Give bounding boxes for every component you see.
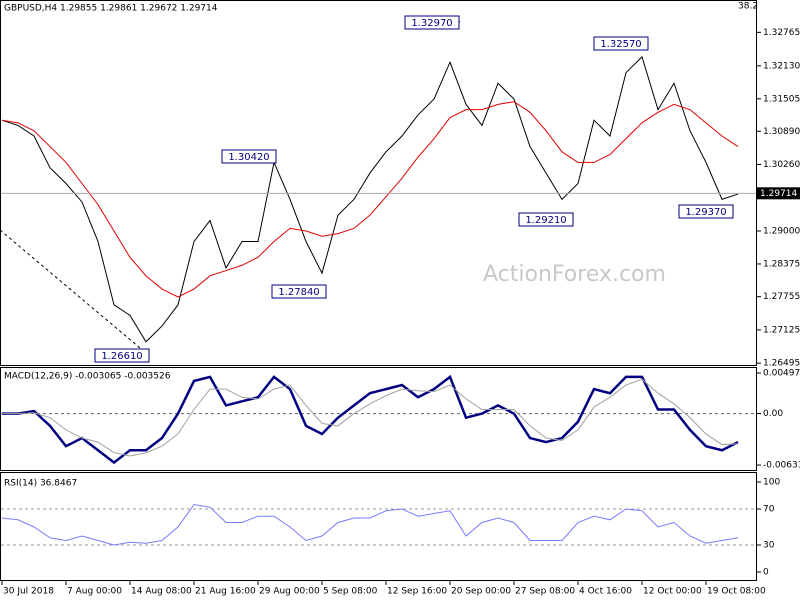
series-line xyxy=(2,374,739,465)
x-tick-label: 5 Sep 08:00 xyxy=(323,587,378,597)
y-tick-label: -0.006311 xyxy=(763,461,800,471)
annotation-box xyxy=(221,149,277,164)
trend-line xyxy=(0,229,141,349)
y-tick-label: 1.29000 xyxy=(763,226,800,236)
x-tick-label: 14 Aug 08:00 xyxy=(131,587,192,597)
series-line xyxy=(1,101,739,298)
annotation-label: 1.26610 xyxy=(101,351,142,362)
y-tick-label: 1.30890 xyxy=(763,127,800,137)
rsi-title: RSI(14) 36.8467 xyxy=(4,479,77,489)
y-tick-label: 0.004971 xyxy=(763,369,800,379)
price-panel xyxy=(0,0,757,366)
watermark: ActionForex.com xyxy=(483,262,666,287)
annotation-box xyxy=(593,36,649,51)
annotation-box xyxy=(518,212,574,227)
annotation-box xyxy=(404,15,460,30)
x-tick-label: 20 Sep 00:00 xyxy=(451,587,511,597)
y-tick-label: 1.27755 xyxy=(763,292,800,302)
annotation-box xyxy=(678,204,734,219)
y-tick-label: 1.31505 xyxy=(763,94,800,104)
last-price-box xyxy=(757,187,800,200)
x-tick-label: 12 Oct 00:00 xyxy=(643,587,702,597)
series-line xyxy=(1,55,739,343)
x-tick-label: 4 Oct 16:00 xyxy=(579,587,632,597)
x-tick-label: 30 Jul 2018 xyxy=(3,587,54,597)
annotation-label: 1.32570 xyxy=(600,39,641,50)
x-tick-label: 21 Aug 16:00 xyxy=(195,587,256,597)
annotation-label: 1.32970 xyxy=(411,18,452,29)
annotation-box xyxy=(94,348,150,363)
x-tick-label: 12 Sep 16:00 xyxy=(387,587,447,597)
y-tick-label: 100 xyxy=(763,477,780,487)
y-tick-label: 1.27125 xyxy=(763,325,800,335)
macd-title: MACD(12,26,9) -0.003065 -0.003526 xyxy=(4,372,171,382)
y-tick-label: 0 xyxy=(763,567,769,577)
x-tick-label: 29 Aug 00:00 xyxy=(259,587,320,597)
annotation-box xyxy=(271,284,327,299)
annotation-label: 1.29210 xyxy=(525,215,566,226)
series-line xyxy=(1,503,739,546)
chart-title: GBPUSD,H4 1.29855 1.29861 1.29672 1.2971… xyxy=(4,4,218,14)
macd-panel xyxy=(0,367,757,471)
last-price-label: 1.29714 xyxy=(760,189,797,199)
x-tick-label: 19 Oct 08:00 xyxy=(707,587,766,597)
fib-label: 38.2 xyxy=(738,2,758,12)
y-tick-label: 0.00 xyxy=(763,409,783,419)
rsi-panel xyxy=(0,472,757,581)
y-tick-label: 30 xyxy=(763,540,775,550)
annotation-label: 1.27840 xyxy=(278,287,319,298)
y-tick-label: 1.28375 xyxy=(763,259,800,269)
y-tick-label: 1.30260 xyxy=(763,160,800,170)
y-tick-label: 1.32130 xyxy=(763,61,800,71)
y-tick-label: 70 xyxy=(763,504,775,514)
y-tick-label: 1.26495 xyxy=(763,359,800,369)
x-tick-label: 27 Sep 08:00 xyxy=(515,587,575,597)
series-line xyxy=(2,378,739,457)
x-tick-label: 7 Aug 00:00 xyxy=(67,587,122,597)
annotation-label: 1.30420 xyxy=(228,152,269,163)
annotation-label: 1.29370 xyxy=(685,207,726,218)
y-tick-label: 1.32765 xyxy=(763,28,800,38)
